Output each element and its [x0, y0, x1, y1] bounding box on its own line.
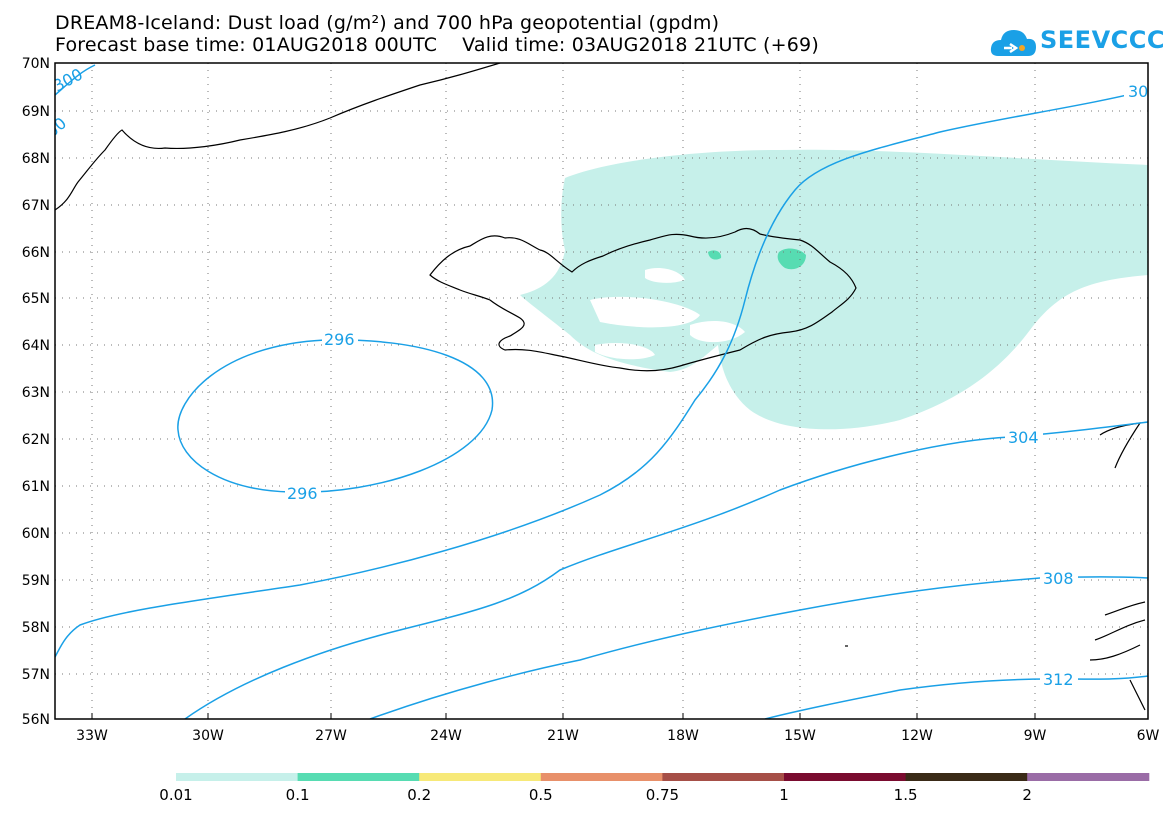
- longitude-labels: 33W 30W 27W 24W 21W 18W 15W 12W 9W 6W: [76, 728, 1159, 744]
- colorbar-label: 0.75: [646, 786, 679, 804]
- contour-304: [184, 421, 1148, 719]
- lon-label: 33W: [76, 728, 108, 744]
- colorbar-segment: [540, 773, 663, 781]
- contour-label-304: 304: [1008, 428, 1039, 447]
- lon-label: 15W: [784, 728, 816, 744]
- valid-time: Valid time: 03AUG2018 21UTC (+69): [462, 34, 819, 56]
- colorbar-segment: [1027, 773, 1150, 781]
- dust-gap-1: [590, 296, 700, 328]
- lat-label: 69N: [22, 104, 50, 120]
- colorbar-segment: [419, 773, 542, 781]
- colorbar-segment: [662, 773, 785, 781]
- lat-label: 57N: [22, 667, 50, 683]
- lat-label: 58N: [22, 620, 50, 636]
- contour-300: [55, 64, 1148, 658]
- contour-label-296-bottom: 296: [287, 484, 318, 503]
- lon-label: 24W: [430, 728, 462, 744]
- lon-label: 30W: [192, 728, 224, 744]
- colorbar-label: 0.1: [286, 786, 310, 804]
- lat-label: 65N: [22, 291, 50, 307]
- lat-label: 70N: [22, 56, 50, 72]
- lat-label: 61N: [22, 479, 50, 495]
- map-frame: [54, 62, 1149, 720]
- lat-label: 60N: [22, 526, 50, 542]
- colorbar-label: 0.5: [529, 786, 553, 804]
- lat-label: 68N: [22, 151, 50, 167]
- contour-label-308: 308: [1043, 569, 1074, 588]
- lon-label: 21W: [547, 728, 579, 744]
- lat-label: 67N: [22, 198, 50, 214]
- axis-ticks: [91, 713, 1036, 719]
- contour-label-312: 312: [1043, 670, 1074, 689]
- lon-label: 27W: [315, 728, 347, 744]
- lat-label: 63N: [22, 385, 50, 401]
- contour-312: [764, 675, 1148, 719]
- colorbar-segment: [176, 773, 299, 781]
- cloud-logo-icon: [990, 30, 1036, 56]
- lat-label: 59N: [22, 573, 50, 589]
- colorbar-segment: [905, 773, 1028, 781]
- dust-area-0.01: [520, 149, 1148, 430]
- colorbar-label: 1.5: [894, 786, 918, 804]
- iceland-coast: [429, 227, 857, 372]
- dust-area-0.1-a: [708, 250, 722, 260]
- lon-label: 6W: [1137, 728, 1160, 744]
- lat-label: 62N: [22, 432, 50, 448]
- dust-area-0.1-b: [777, 248, 806, 270]
- colorbar-label: 2: [1022, 786, 1032, 804]
- lon-label: 18W: [667, 728, 699, 744]
- dust-gap-2: [690, 320, 745, 343]
- faroe-shetland-coast: [1089, 422, 1146, 711]
- lat-label: 64N: [22, 338, 50, 354]
- contour-308: [369, 576, 1148, 719]
- colorbar-label: 0.2: [407, 786, 431, 804]
- map-subtitle: Forecast base time: 01AUG2018 00UTC Vali…: [55, 34, 819, 56]
- colorbar-segment: [297, 773, 420, 781]
- colorbar-segment: [784, 773, 907, 781]
- contour-296: [177, 339, 494, 493]
- lon-label: 12W: [901, 728, 933, 744]
- colorbar: 0.01 0.1 0.2 0.5 0.75 1 1.5 2: [159, 773, 1150, 804]
- lon-label: 9W: [1024, 728, 1047, 744]
- contour-label-300-right: 30: [1128, 82, 1148, 101]
- contour-label-296-top: 296: [324, 330, 355, 349]
- greenland-coast: [55, 63, 501, 211]
- forecast-base-time: Forecast base time: 01AUG2018 00UTC: [55, 34, 438, 56]
- map-title: DREAM8-Iceland: Dust load (g/m²) and 700…: [55, 12, 720, 34]
- dust-gap-4: [645, 268, 685, 283]
- logo-text: SEEVCCC: [1040, 26, 1165, 54]
- colorbar-label: 1: [779, 786, 789, 804]
- lat-label: 66N: [22, 245, 50, 261]
- colorbar-label: 0.01: [159, 786, 192, 804]
- latitude-labels: 70N 69N 68N 67N 66N 65N 64N 63N 62N 61N …: [22, 56, 50, 728]
- dust-gap-3: [595, 343, 655, 360]
- lat-label: 56N: [22, 712, 50, 728]
